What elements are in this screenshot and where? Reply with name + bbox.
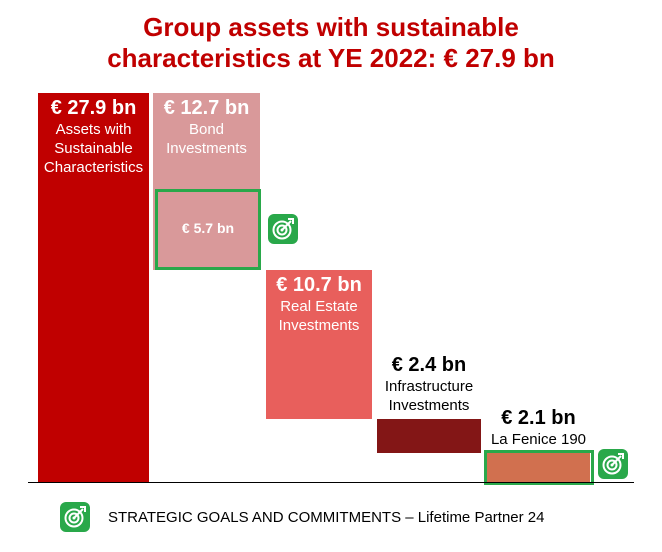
highlight-box-bond-sustainable [155,189,261,270]
bar-real-estate [266,270,372,420]
bar-value-real-estate: € 10.7 bn [276,274,362,297]
bar-category-total-line-2: Sustainable [54,140,133,157]
bar-label-real-estate: € 10.7 bn Real Estate Investments [266,273,372,335]
chart-title-line2: characteristics at YE 2022: € 27.9 bn [107,43,555,73]
bar-value-la-fenice: € 2.1 bn [501,406,576,429]
bar-category-real-estate-line-1: Real Estate [280,298,358,316]
bar-category-total-line-3: Characteristics [43,159,144,176]
bar-category-bond-line-2: Investments [166,140,247,157]
bar-la-fenice [487,452,590,482]
highlight-value-bond-sustainable: € 5.7 bn [181,220,235,236]
bar-category-real-estate-line-2: Investments [278,317,360,335]
baseline [28,482,634,483]
bar-category-infrastructure-line-2: Investments [388,397,470,415]
bar-value-infrastructure: € 2.4 bn [391,354,467,377]
target-badge-icon [60,502,90,532]
bar-category-bond-line-1: Bond [188,121,225,138]
bar-value-bond: € 12.7 bn [163,97,250,119]
bar-label-total: € 27.9 bn Assets with Sustainable Character… [38,96,149,177]
bar-bond [153,93,260,271]
bar-label-infrastructure: € 2.4 bn Infrastructure Investments [369,353,489,415]
target-badge-icon [598,449,628,479]
bar-total [38,93,149,482]
target-badge-icon [268,214,298,244]
chart-title-line1: Group assets with sustainable [143,12,519,42]
footer-text: STRATEGIC GOALS AND COMMITMENTS – Lifeti… [108,509,545,526]
bar-infrastructure [377,419,481,453]
bar-category-total-line-1: Assets with [55,121,132,138]
bar-category-la-fenice-line-1: La Fenice 190 [490,430,587,448]
bar-category-infrastructure-line-1: Infrastructure [384,378,474,396]
bar-label-la-fenice: € 2.1 bn La Fenice 190 [487,406,590,449]
bar-label-bond: € 12.7 bn Bond Investments [153,96,260,158]
chart-title: Group assets with sustainable characteri… [0,12,662,74]
bar-value-total: € 27.9 bn [50,97,137,119]
highlight-box-la-fenice [484,449,594,485]
